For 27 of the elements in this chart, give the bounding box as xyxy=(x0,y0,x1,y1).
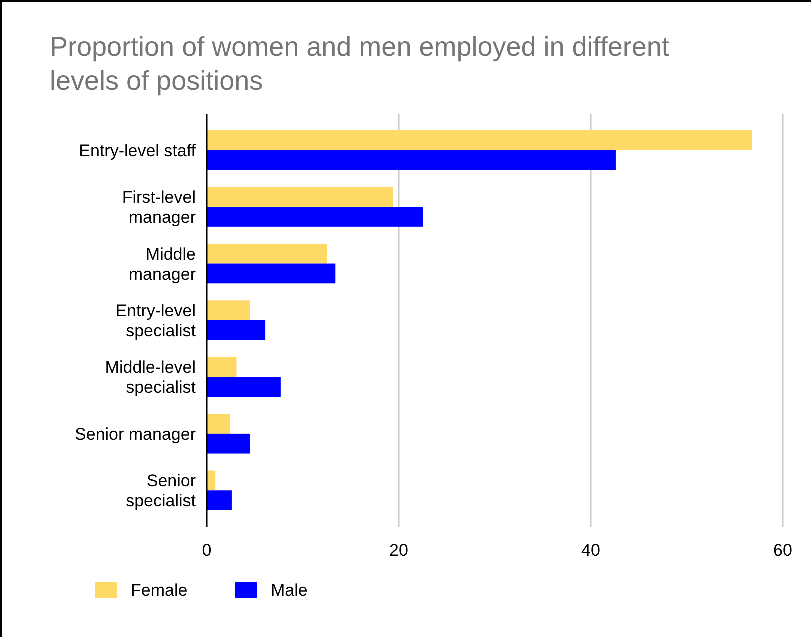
bar xyxy=(207,320,266,340)
y-tick-label: Entry-level staff xyxy=(79,141,196,160)
bar xyxy=(207,377,281,398)
x-tick-label: 20 xyxy=(390,541,408,560)
y-tick-label: Senior manager xyxy=(75,424,196,444)
bar xyxy=(207,130,752,150)
y-tick-label: Middle manager xyxy=(128,244,196,284)
y-tick-label: First-level manager xyxy=(122,188,196,228)
y-tick-label: Entry-level specialist xyxy=(116,302,196,340)
bar xyxy=(207,357,237,378)
x-tick-label: 60 xyxy=(774,541,792,560)
bar xyxy=(207,150,616,170)
bar xyxy=(207,264,336,284)
bar xyxy=(207,300,250,320)
bar xyxy=(207,490,232,510)
y-tick-label: Senior specialist xyxy=(126,472,196,511)
bar xyxy=(207,244,327,264)
bar xyxy=(207,434,250,454)
bar xyxy=(207,414,230,434)
x-tick-label: 40 xyxy=(582,541,600,560)
bar xyxy=(207,187,394,208)
chart-title: Proportion of women and men employed in different levels of positions xyxy=(50,32,670,96)
x-tick-label: 0 xyxy=(202,541,212,560)
y-tick-label: Middle-level specialist xyxy=(105,358,196,398)
legend-label: Female xyxy=(131,581,188,600)
bar xyxy=(207,207,423,227)
legend-label: Male xyxy=(271,581,308,600)
